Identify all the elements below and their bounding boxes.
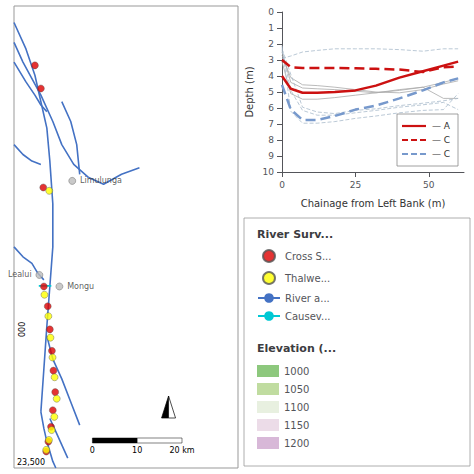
svg-text:3: 3 [268, 55, 274, 65]
svg-text:10: 10 [263, 167, 275, 177]
svg-text:1: 1 [268, 23, 274, 33]
svg-text:7: 7 [268, 119, 274, 129]
svg-text:— A: — A [432, 121, 451, 131]
svg-text:Chainage from Left Bank (m): Chainage from Left Bank (m) [301, 198, 446, 209]
svg-text:1150: 1150 [284, 420, 309, 431]
svg-text:Depth (m): Depth (m) [244, 66, 255, 117]
svg-text:5: 5 [268, 87, 274, 97]
svg-text:1200: 1200 [284, 438, 309, 449]
svg-text:— C: — C [432, 135, 450, 145]
svg-text:4: 4 [268, 71, 274, 81]
svg-text:25: 25 [350, 180, 361, 190]
svg-text:9: 9 [268, 151, 274, 161]
svg-text:20 km: 20 km [169, 446, 194, 455]
svg-text:Limulunga: Limulunga [80, 176, 122, 185]
svg-text:Mongu: Mongu [67, 282, 94, 291]
svg-text:River Surv...: River Surv... [257, 228, 333, 241]
svg-text:Elevation (...: Elevation (... [257, 342, 336, 355]
svg-text:Causev...: Causev... [285, 311, 331, 322]
svg-text:River a...: River a... [285, 293, 330, 304]
svg-text:23,500: 23,500 [17, 458, 45, 467]
svg-text:1000: 1000 [284, 366, 309, 377]
svg-text:1100: 1100 [284, 402, 309, 413]
svg-text:Lealui: Lealui [8, 270, 32, 279]
svg-text:10: 10 [132, 446, 142, 455]
svg-text:0: 0 [90, 446, 95, 455]
svg-text:1050: 1050 [284, 384, 309, 395]
svg-text:50: 50 [423, 180, 435, 190]
svg-text:2: 2 [268, 39, 274, 49]
svg-text:0: 0 [268, 7, 274, 17]
svg-text:0: 0 [279, 180, 285, 190]
svg-text:8: 8 [268, 135, 274, 145]
svg-text:000: 000 [18, 322, 27, 337]
svg-text:Thalwe...: Thalwe... [284, 273, 330, 284]
svg-text:— C: — C [432, 149, 450, 159]
svg-text:Cross S...: Cross S... [285, 251, 331, 262]
svg-text:6: 6 [268, 103, 274, 113]
